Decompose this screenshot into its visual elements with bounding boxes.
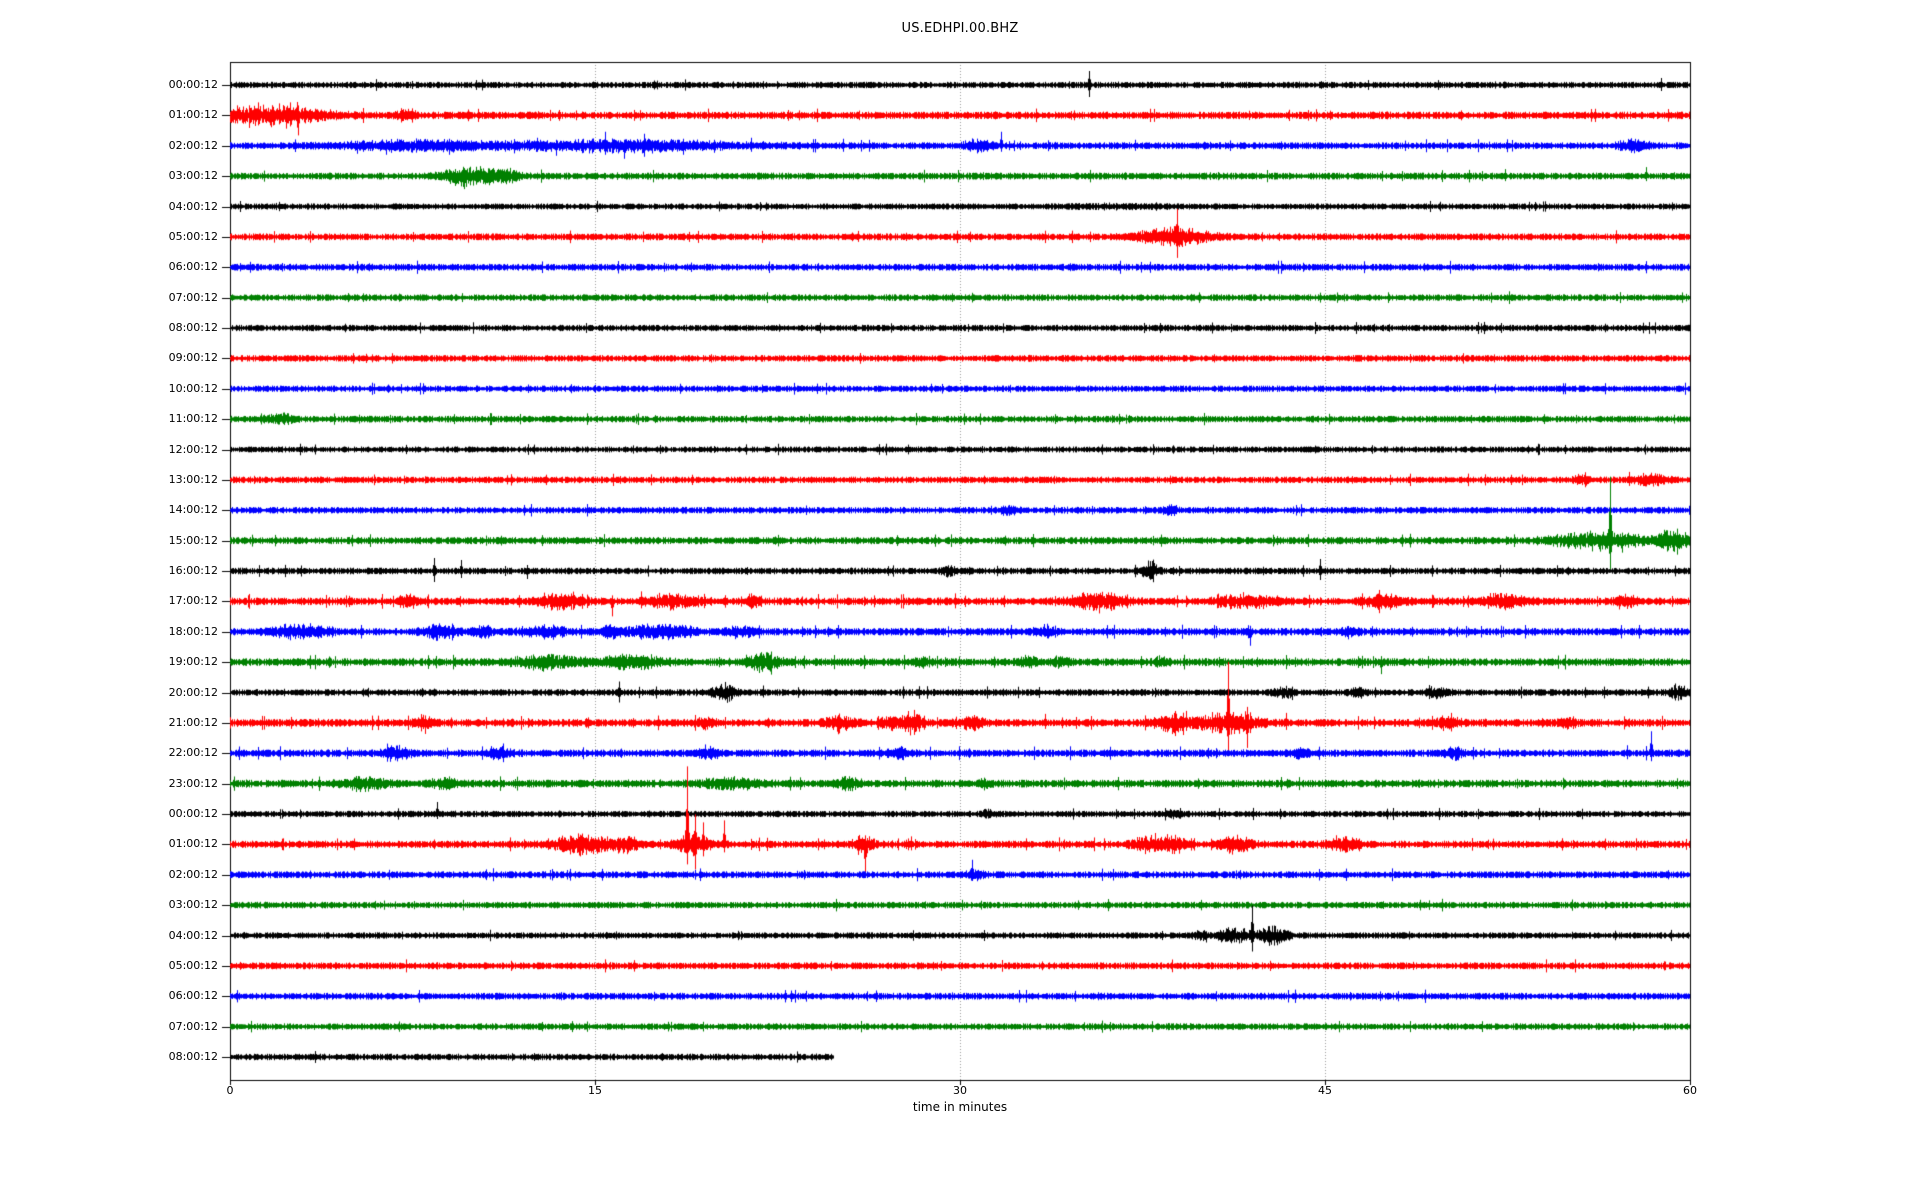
trace-time-label: 18:00:12 — [168, 624, 218, 638]
trace-time-label: 21:00:12 — [168, 715, 218, 729]
trace-time-label: 01:00:12 — [168, 108, 218, 122]
trace-time-label: 04:00:12 — [168, 928, 218, 942]
trace-time-label: 09:00:12 — [168, 351, 218, 365]
trace-time-label: 19:00:12 — [168, 655, 218, 669]
x-tick-label: 15 — [588, 1084, 602, 1097]
trace-time-label: 17:00:12 — [168, 594, 218, 608]
trace-time-label: 05:00:12 — [168, 958, 218, 972]
trace-time-label: 07:00:12 — [168, 1019, 218, 1033]
trace-time-label: 10:00:12 — [168, 381, 218, 395]
trace-time-label: 23:00:12 — [168, 776, 218, 790]
trace-time-label: 07:00:12 — [168, 290, 218, 304]
chart-title: US.EDHPI.00.BHZ — [901, 21, 1019, 36]
trace-time-label: 01:00:12 — [168, 837, 218, 851]
trace-time-label: 02:00:12 — [168, 138, 218, 152]
trace-time-label: 15:00:12 — [168, 533, 218, 547]
trace-time-label: 04:00:12 — [168, 199, 218, 213]
x-tick-label: 45 — [1318, 1084, 1332, 1097]
trace-time-label: 13:00:12 — [168, 472, 218, 486]
x-axis-label: time in minutes — [912, 1100, 1008, 1114]
trace-time-label: 00:00:12 — [168, 78, 218, 91]
x-tick-label: 0 — [226, 1084, 234, 1097]
trace-time-label: 03:00:12 — [168, 169, 218, 183]
trace-time-label: 00:00:12 — [168, 807, 218, 820]
trace-time-label: 12:00:12 — [168, 442, 218, 456]
trace-time-label: 05:00:12 — [168, 229, 218, 243]
trace-time-label: 16:00:12 — [168, 564, 218, 577]
trace-time-label: 03:00:12 — [168, 898, 218, 912]
trace-time-label: 22:00:12 — [168, 746, 218, 760]
x-tick-label: 30 — [953, 1084, 967, 1097]
trace-time-label: 11:00:12 — [168, 412, 218, 426]
trace-time-label: 14:00:12 — [168, 503, 218, 517]
trace-time-label: 06:00:12 — [168, 989, 218, 1003]
trace-time-label: 06:00:12 — [168, 260, 218, 274]
trace-time-label: 02:00:12 — [168, 867, 218, 881]
trace-time-label: 08:00:12 — [168, 321, 218, 334]
trace-time-label: 20:00:12 — [168, 685, 218, 699]
x-tick-label: 60 — [1683, 1084, 1697, 1097]
trace-time-label: 08:00:12 — [168, 1050, 218, 1063]
